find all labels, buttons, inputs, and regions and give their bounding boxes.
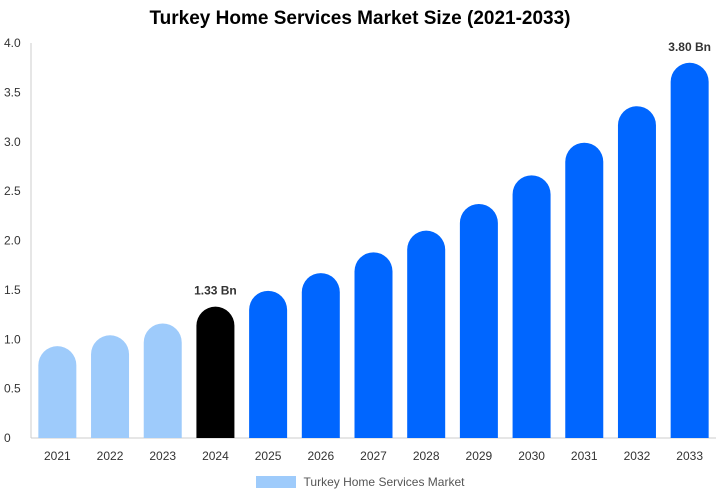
x-tick-label: 2032	[624, 449, 651, 463]
bar-2031[interactable]	[565, 142, 604, 439]
y-tick-label: 3.5	[4, 85, 21, 99]
bar-2028[interactable]	[407, 230, 446, 438]
y-tick-label: 3.0	[4, 135, 21, 149]
y-tick-label: 0.5	[4, 382, 21, 396]
bar-2026[interactable]	[301, 273, 340, 438]
chart-title: Turkey Home Services Market Size (2021-2…	[149, 8, 571, 29]
bar-2033[interactable]	[670, 62, 709, 438]
x-tick-label: 2029	[466, 449, 493, 463]
legend-swatch	[255, 476, 296, 488]
x-tick-label: 2027	[360, 449, 387, 463]
x-tick-label: 2025	[255, 449, 282, 463]
x-tick-label: 2028	[413, 449, 440, 463]
bar-2024[interactable]	[196, 306, 235, 438]
y-tick-label: 2.5	[4, 184, 21, 198]
bar-2021[interactable]	[38, 346, 77, 438]
x-tick-label: 2023	[149, 449, 176, 463]
x-tick-label: 2031	[571, 449, 598, 463]
bar-layer	[38, 62, 709, 439]
data-label-2024: 1.33 Bn	[194, 284, 237, 298]
data-label-2033: 3.80 Bn	[668, 40, 711, 54]
y-tick-label: 4.0	[4, 36, 21, 50]
x-tick-label: 2033	[676, 449, 703, 463]
label-layer: 1.33 Bn 3.80 Bn	[194, 40, 711, 298]
bar-2025[interactable]	[249, 290, 288, 438]
x-tick-label: 2022	[97, 449, 124, 463]
y-tick-label: 1.0	[4, 332, 21, 346]
x-tick-label: 2026	[307, 449, 334, 463]
x-tick-label: 2021	[44, 449, 71, 463]
x-tick-label: 2024	[202, 449, 229, 463]
legend-label: Turkey Home Services Market	[303, 475, 465, 489]
bar-2030[interactable]	[512, 175, 551, 438]
bar-2029[interactable]	[459, 203, 498, 438]
legend[interactable]: Turkey Home Services Market	[0, 475, 720, 489]
bar-2022[interactable]	[91, 335, 130, 438]
bar-2027[interactable]	[354, 252, 393, 438]
bar-2032[interactable]	[617, 106, 656, 438]
x-tick-label: 2030	[518, 449, 545, 463]
y-tick-label: 0	[4, 431, 11, 445]
y-tick-label: 2.0	[4, 234, 21, 248]
bar-2023[interactable]	[143, 323, 182, 438]
axis-layer: 0 0.5 1.0 1.5 2.0 2.5 3.0 3.5 4.0 2021 2022 2023 202…	[4, 36, 716, 463]
y-tick-label: 1.5	[4, 283, 21, 297]
